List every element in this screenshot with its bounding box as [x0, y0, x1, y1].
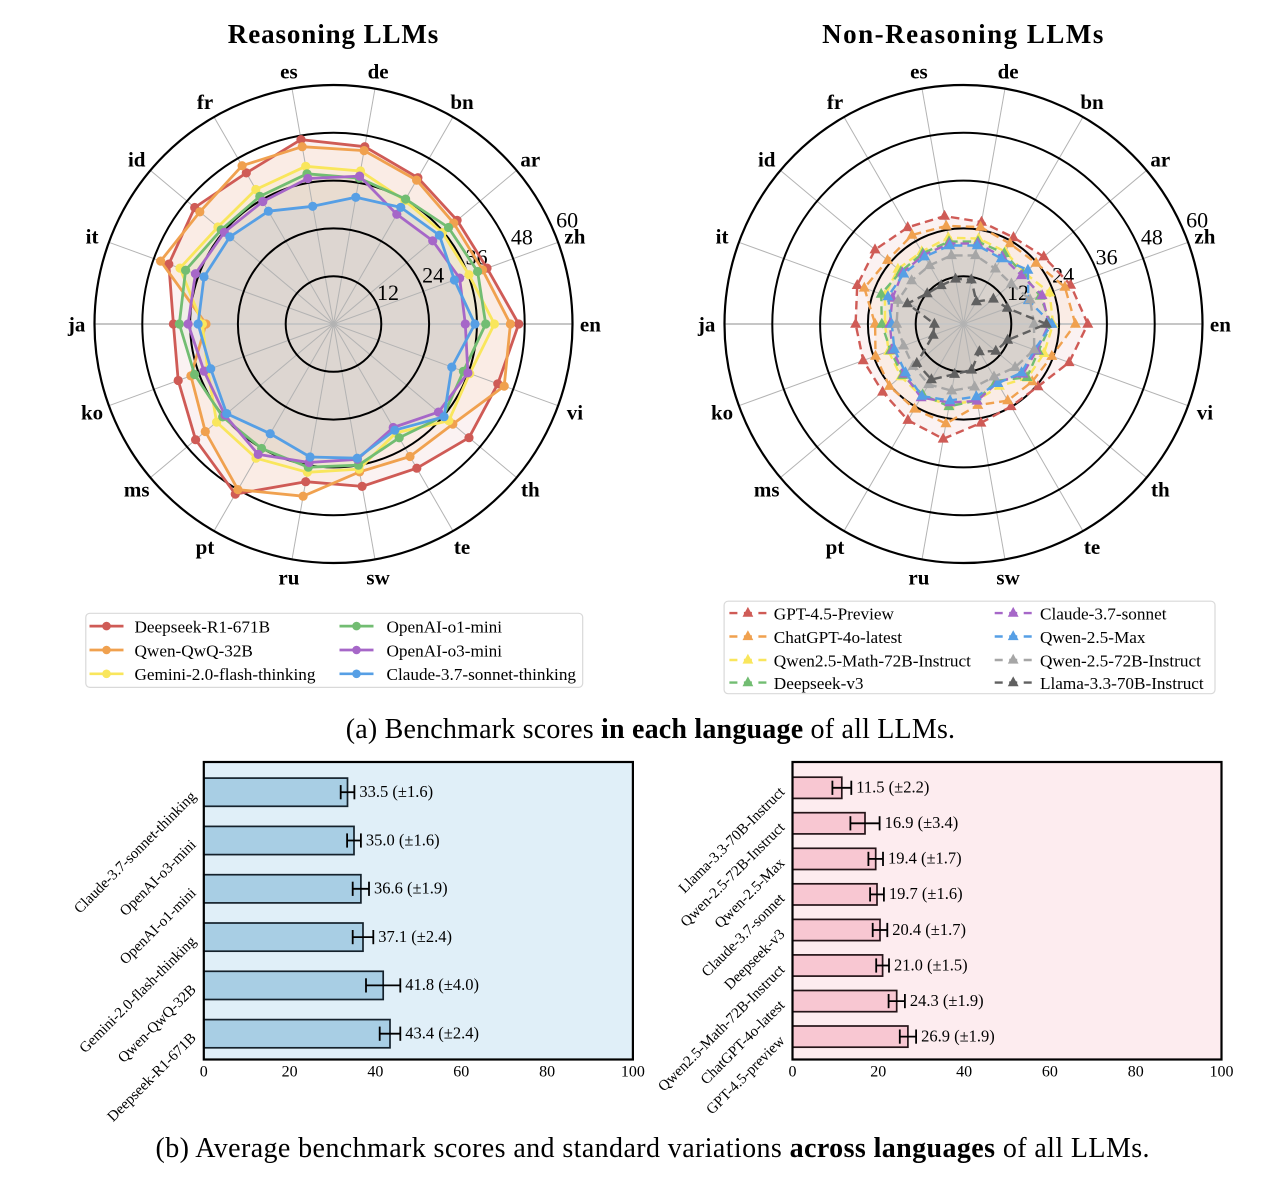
svg-text:48: 48 — [1141, 224, 1163, 249]
svg-text:Claude-3.7-sonnet-thinking: Claude-3.7-sonnet-thinking — [387, 665, 577, 684]
svg-text:id: id — [758, 147, 776, 171]
svg-text:ko: ko — [711, 400, 733, 424]
svg-text:fr: fr — [827, 90, 843, 114]
svg-text:(b) Average benchmark scores a: (b) Average benchmark scores and standar… — [156, 1133, 1150, 1164]
svg-text:ChatGPT-4o-latest: ChatGPT-4o-latest — [774, 628, 902, 647]
svg-text:20: 20 — [870, 1064, 886, 1081]
svg-text:60: 60 — [556, 208, 578, 233]
svg-text:sw: sw — [366, 566, 390, 590]
svg-text:pt: pt — [826, 535, 845, 559]
svg-text:fr: fr — [197, 90, 213, 114]
svg-text:0: 0 — [789, 1064, 797, 1081]
svg-text:vi: vi — [567, 400, 584, 424]
svg-text:33.5 (±1.6): 33.5 (±1.6) — [359, 782, 433, 801]
svg-text:35.0 (±1.6): 35.0 (±1.6) — [366, 830, 440, 849]
svg-text:ms: ms — [124, 478, 150, 502]
svg-text:te: te — [454, 535, 470, 559]
svg-text:12: 12 — [377, 280, 399, 305]
svg-text:Reasoning LLMs: Reasoning LLMs — [228, 19, 439, 49]
svg-text:100: 100 — [621, 1064, 645, 1081]
svg-text:11.5 (±2.2): 11.5 (±2.2) — [856, 778, 929, 797]
svg-text:ru: ru — [908, 566, 929, 590]
svg-text:en: en — [1210, 313, 1231, 337]
svg-text:es: es — [280, 60, 298, 84]
svg-text:100: 100 — [1210, 1064, 1234, 1081]
svg-text:37.1 (±2.4): 37.1 (±2.4) — [378, 927, 452, 946]
svg-text:19.4 (±1.7): 19.4 (±1.7) — [888, 849, 962, 868]
svg-text:Qwen2.5-Math-72B-Instruct: Qwen2.5-Math-72B-Instruct — [774, 651, 971, 670]
svg-text:OpenAI-o3-mini: OpenAI-o3-mini — [387, 641, 503, 660]
svg-text:en: en — [580, 313, 601, 337]
svg-text:20.4 (±1.7): 20.4 (±1.7) — [892, 920, 966, 939]
svg-text:ja: ja — [697, 313, 716, 337]
svg-text:16.9 (±3.4): 16.9 (±3.4) — [885, 813, 959, 832]
svg-text:Deepseek-R1-671B: Deepseek-R1-671B — [135, 617, 271, 636]
svg-text:36.6 (±1.9): 36.6 (±1.9) — [374, 879, 448, 898]
svg-text:48: 48 — [511, 224, 533, 249]
svg-text:Qwen-2.5-72B-Instruct: Qwen-2.5-72B-Instruct — [1040, 651, 1201, 670]
svg-text:24.3 (±1.9): 24.3 (±1.9) — [910, 991, 984, 1010]
svg-text:ar: ar — [520, 147, 540, 171]
svg-text:ru: ru — [278, 566, 299, 590]
svg-text:40: 40 — [956, 1064, 972, 1081]
svg-text:0: 0 — [200, 1064, 208, 1081]
svg-text:it: it — [86, 225, 99, 249]
svg-text:ja: ja — [67, 313, 86, 337]
svg-text:Deepseek-v3: Deepseek-v3 — [774, 674, 864, 693]
svg-text:60: 60 — [453, 1064, 469, 1081]
svg-text:21.0 (±1.5): 21.0 (±1.5) — [894, 955, 968, 974]
svg-text:Qwen-QwQ-32B: Qwen-QwQ-32B — [135, 641, 253, 660]
svg-text:43.4 (±2.4): 43.4 (±2.4) — [405, 1024, 479, 1043]
svg-text:th: th — [1151, 478, 1170, 502]
svg-text:Gemini-2.0-flash-thinking: Gemini-2.0-flash-thinking — [135, 665, 316, 684]
svg-text:60: 60 — [1186, 208, 1208, 233]
svg-text:Claude-3.7-sonnet: Claude-3.7-sonnet — [1040, 604, 1167, 623]
svg-text:20: 20 — [282, 1064, 298, 1081]
svg-text:41.8 (±4.0): 41.8 (±4.0) — [405, 975, 479, 994]
svg-text:Non-Reasoning LLMs: Non-Reasoning LLMs — [822, 19, 1105, 49]
svg-text:ar: ar — [1150, 147, 1170, 171]
svg-text:de: de — [998, 60, 1019, 84]
svg-text:ko: ko — [81, 400, 103, 424]
svg-text:th: th — [521, 478, 540, 502]
svg-text:zh: zh — [564, 225, 585, 249]
svg-text:id: id — [128, 147, 146, 171]
svg-text:40: 40 — [367, 1064, 383, 1081]
svg-text:36: 36 — [1096, 244, 1118, 269]
svg-text:ms: ms — [754, 478, 780, 502]
svg-text:it: it — [716, 225, 729, 249]
svg-text:de: de — [368, 60, 389, 84]
svg-text:19.7 (±1.6): 19.7 (±1.6) — [889, 884, 963, 903]
svg-text:24: 24 — [422, 263, 444, 288]
svg-text:26.9 (±1.9): 26.9 (±1.9) — [921, 1026, 995, 1045]
svg-text:60: 60 — [1042, 1064, 1058, 1081]
svg-text:Llama-3.3-70B-Instruct: Llama-3.3-70B-Instruct — [1040, 674, 1204, 693]
svg-text:sw: sw — [996, 566, 1020, 590]
svg-text:80: 80 — [539, 1064, 555, 1081]
svg-text:bn: bn — [450, 90, 474, 114]
svg-text:te: te — [1084, 535, 1100, 559]
svg-text:zh: zh — [1194, 225, 1215, 249]
svg-text:OpenAI-o1-mini: OpenAI-o1-mini — [387, 617, 503, 636]
svg-text:Qwen-2.5-Max: Qwen-2.5-Max — [1040, 628, 1146, 647]
svg-text:pt: pt — [196, 535, 215, 559]
svg-text:(a) Benchmark scores in each l: (a) Benchmark scores in each language of… — [346, 714, 956, 745]
svg-text:vi: vi — [1197, 400, 1214, 424]
svg-text:es: es — [910, 60, 928, 84]
svg-text:80: 80 — [1128, 1064, 1144, 1081]
svg-text:bn: bn — [1080, 90, 1104, 114]
svg-text:GPT-4.5-Preview: GPT-4.5-Preview — [774, 604, 895, 623]
